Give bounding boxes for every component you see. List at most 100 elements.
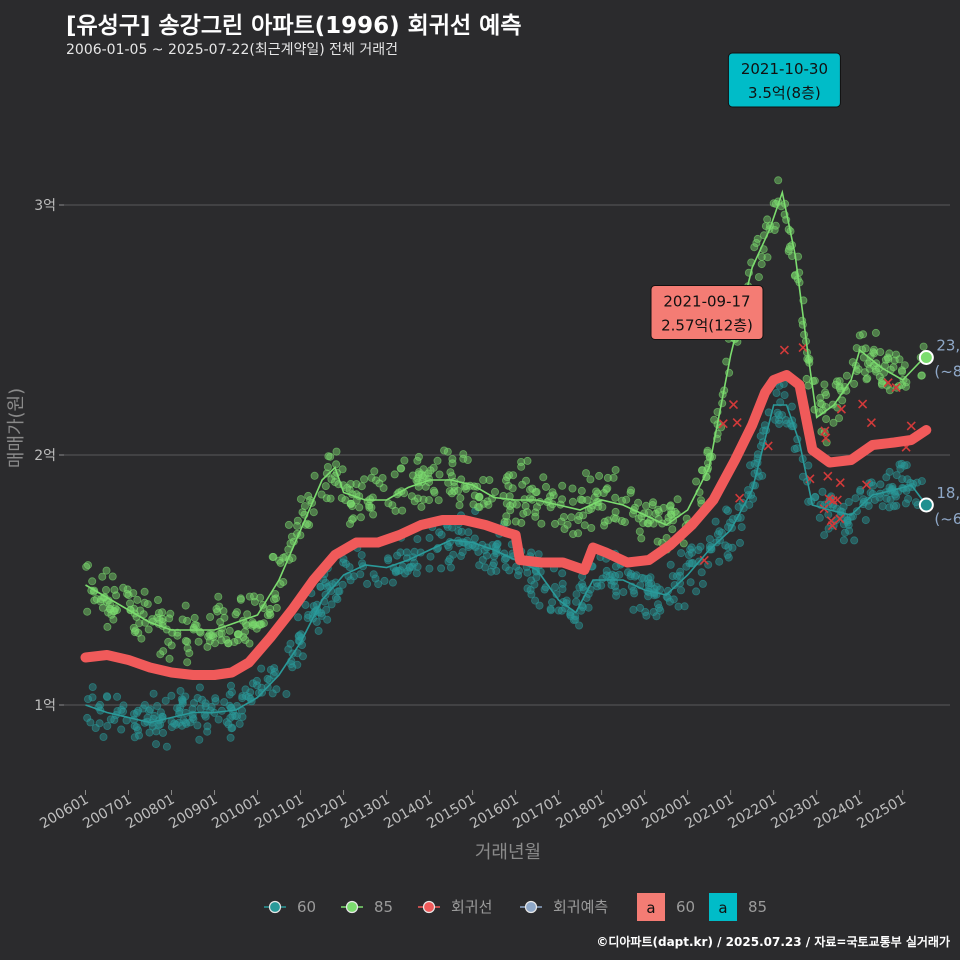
scatter-point: [161, 696, 170, 705]
scatter-point: [252, 676, 261, 685]
scatter-point: [236, 594, 245, 603]
scatter-point: [890, 356, 899, 365]
scatter-point: [333, 595, 342, 604]
scatter-point: [862, 375, 871, 384]
scatter-point: [885, 349, 894, 358]
scatter-point: [129, 589, 138, 598]
scatter-point: [563, 520, 572, 529]
scatter-point: [248, 618, 257, 627]
scatter-point: [649, 498, 658, 507]
scatter-point: [839, 502, 848, 511]
scatter-point: [419, 495, 428, 504]
scatter-point: [800, 330, 809, 339]
scatter-point: [567, 513, 576, 522]
regression-marker: [836, 404, 846, 414]
scatter-point: [327, 600, 336, 609]
scatter-point: [421, 482, 430, 491]
scatter-point: [622, 495, 631, 504]
scatter-point: [316, 582, 325, 591]
scatter-point: [456, 552, 465, 561]
trend-lines: [80, 189, 932, 724]
scatter-point: [818, 487, 827, 496]
scatter-point: [193, 721, 202, 730]
end-value-label: 23,894: [936, 337, 960, 355]
scatter-point: [156, 708, 165, 717]
scatter-point: [763, 253, 772, 262]
scatter-point: [222, 635, 231, 644]
scatter-point: [671, 507, 680, 516]
scatter-point: [577, 486, 586, 495]
x-ticks: 2006012007012008012009012010012011012012…: [37, 790, 909, 833]
scatter-point: [181, 601, 190, 610]
scatter-point: [287, 532, 296, 541]
annotation-date: 2021-10-30: [741, 60, 828, 78]
x-tick-label: 202201: [725, 792, 779, 833]
scatter-point: [787, 402, 796, 411]
scatter-point: [506, 501, 515, 510]
scatter-point: [769, 199, 778, 208]
scatter-point: [144, 625, 153, 634]
scatter-point: [785, 245, 794, 254]
scatter-point: [195, 683, 204, 692]
regression-marker: [718, 419, 728, 429]
scatter-point: [456, 494, 465, 503]
scatter-point: [558, 495, 567, 504]
scatter-point: [627, 486, 636, 495]
scatter-point: [508, 484, 517, 493]
x-tick-label: 200701: [80, 792, 134, 833]
x-tick-label: 202401: [811, 792, 865, 833]
scatter-point: [475, 503, 484, 512]
y-axis-title: 매매가(원): [6, 388, 27, 468]
scatter-point: [396, 464, 405, 473]
scatter-point: [593, 489, 602, 498]
scatter-point: [568, 484, 577, 493]
regression-marker: [858, 399, 868, 409]
scatter-point: [829, 418, 838, 427]
scatter-point: [252, 681, 261, 690]
regression-marker: [866, 418, 876, 428]
scatter-point: [343, 483, 352, 492]
scatter-point: [203, 642, 212, 651]
scatter-point: [391, 506, 400, 515]
scatter-point: [88, 683, 97, 692]
regression-marker: [823, 471, 833, 481]
scatter-point: [126, 599, 135, 608]
scatter-point: [669, 595, 678, 604]
scatter-point: [183, 637, 192, 646]
scatter-point: [576, 495, 585, 504]
scatter-point: [686, 578, 695, 587]
scatter-point: [572, 597, 581, 606]
x-tick-label: 201901: [596, 792, 650, 833]
scatter-point: [129, 623, 138, 632]
x-axis-title: 거래년월: [475, 842, 541, 863]
scatter-point: [490, 487, 499, 496]
scatter-point: [225, 626, 234, 635]
scatter-point: [656, 606, 665, 615]
scatter-point: [145, 728, 154, 737]
scatter-point: [403, 567, 412, 576]
scatter-point: [140, 587, 149, 596]
scatter-point: [345, 563, 354, 572]
scatter-point: [575, 583, 584, 592]
scatter-point: [88, 577, 97, 586]
scatter-point: [371, 476, 380, 485]
scatter-point: [772, 388, 781, 397]
scatter-point: [844, 497, 853, 506]
scatter-point: [737, 523, 746, 532]
scatter-point: [153, 596, 162, 605]
scatter-point: [317, 611, 326, 620]
scatter-point: [586, 475, 595, 484]
legend-swatch-glyph: a: [646, 899, 655, 917]
scatter-point: [96, 700, 105, 709]
scatter-point: [775, 419, 784, 428]
scatter-point: [502, 512, 511, 521]
scatter-point: [338, 465, 347, 474]
scatter-point: [279, 578, 288, 587]
x-tick-label: 201101: [252, 792, 306, 833]
scatter-point: [238, 692, 247, 701]
scatter-point: [220, 613, 229, 622]
scatter-point: [839, 536, 848, 545]
scatter-point: [284, 645, 293, 654]
scatter-point: [444, 543, 453, 552]
scatter-point: [455, 501, 464, 510]
